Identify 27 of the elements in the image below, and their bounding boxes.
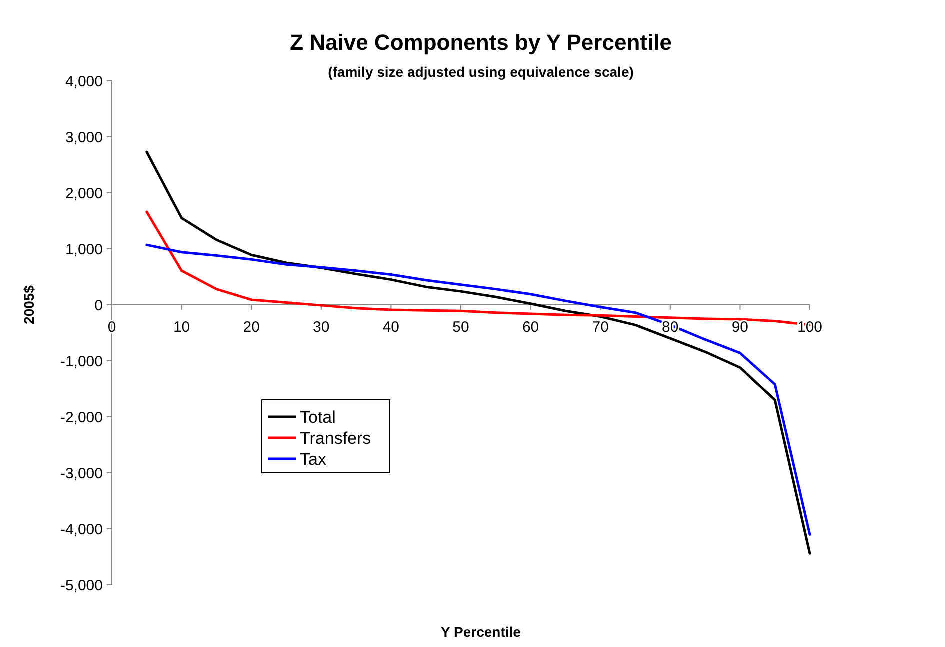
y-tick-label: 3,000 — [65, 129, 103, 146]
y-tick-label: -1,000 — [60, 353, 103, 370]
chart-subtitle: (family size adjusted using equivalence scale) — [328, 64, 634, 80]
y-tick-label: -4,000 — [60, 521, 103, 538]
y-tick-label: 2,000 — [65, 185, 103, 202]
x-tick-label: 20 — [243, 319, 260, 336]
legend-label: Total — [300, 408, 336, 427]
x-tick-label: 60 — [522, 319, 540, 336]
legend-label: Transfers — [300, 428, 372, 448]
x-tick-label: 40 — [382, 319, 400, 336]
x-tick-label: 30 — [313, 319, 330, 336]
y-axis-title: 2005$ — [21, 285, 37, 324]
y-tick-label: -2,000 — [60, 409, 103, 426]
x-tick-label: 0 — [108, 319, 116, 336]
y-tick-label: 4,000 — [65, 73, 103, 90]
chart-title: Z Naive Components by Y Percentile — [290, 30, 672, 55]
x-tick-label: 70 — [592, 319, 609, 336]
y-tick-label: -5,000 — [60, 577, 103, 594]
legend-label: Tax — [300, 450, 327, 469]
x-tick-label: 50 — [452, 319, 470, 336]
y-tick-label: 0 — [94, 297, 103, 314]
y-tick-label: 1,000 — [65, 241, 103, 258]
x-axis-title: Y Percentile — [441, 624, 522, 640]
y-tick-label: -3,000 — [60, 465, 103, 482]
x-tick-label: 10 — [173, 319, 190, 336]
x-tick-label: 90 — [732, 319, 749, 336]
x-tick-label: 100 — [797, 319, 823, 336]
